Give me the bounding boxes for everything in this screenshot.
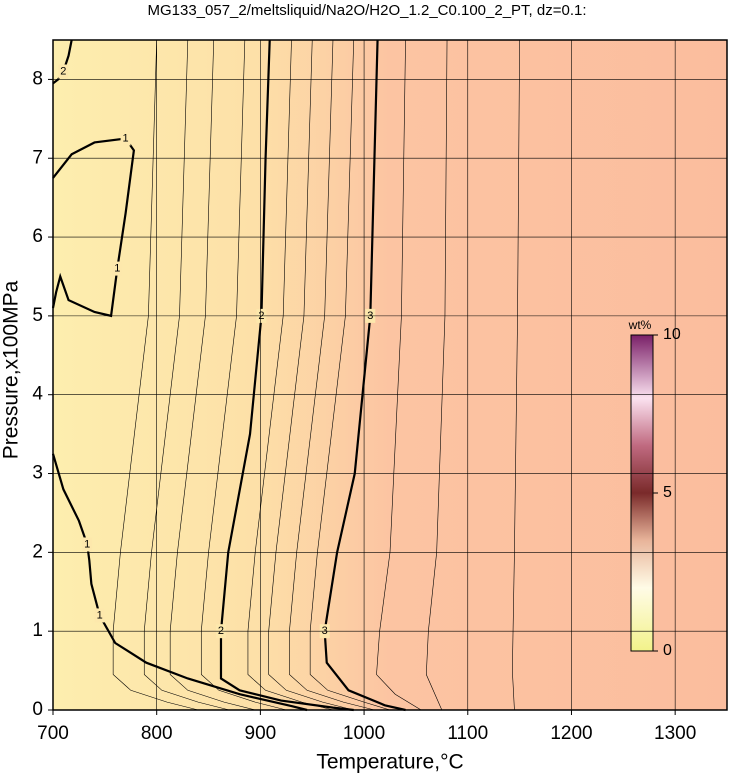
contour-label-bg — [112, 261, 123, 276]
contour-label-bg — [120, 131, 131, 146]
y-tick-label: 2 — [32, 541, 43, 562]
chart-title: MG133_057_2/meltsliquid/Na2O/H2O_1.2_C0.… — [147, 2, 586, 19]
contour-line — [51, 137, 136, 318]
y-tick-label: 6 — [32, 226, 43, 247]
x-tick-label: 1300 — [654, 723, 696, 744]
contour-line — [200, 39, 287, 711]
contour-label: 1 — [84, 538, 90, 550]
contour-label-bg — [94, 608, 105, 623]
x-tick-label: 1000 — [343, 723, 385, 744]
y-tick-label: 4 — [32, 384, 43, 405]
contour-line — [247, 39, 334, 711]
contour-line — [289, 39, 375, 711]
x-tick-label: 1100 — [447, 723, 488, 744]
x-axis-label: Temperature,°C — [316, 751, 463, 774]
colorbar-tick-label: 5 — [663, 484, 672, 501]
x-tick-label: 900 — [245, 723, 277, 744]
x-tick-label: 800 — [141, 723, 173, 744]
colorbar-label: wt% — [628, 318, 652, 332]
contour-label: 1 — [114, 262, 120, 274]
contour-line — [425, 39, 448, 711]
contour-line — [169, 39, 256, 711]
colorbar-tick-label: 0 — [663, 642, 672, 659]
contour-label-bg — [58, 64, 69, 79]
contour-line — [112, 39, 199, 711]
y-tick-label: 1 — [32, 620, 43, 641]
contour-label: 2 — [60, 65, 66, 77]
contour-line — [309, 39, 391, 711]
x-tick-label: 700 — [37, 723, 69, 744]
y-axis-label: Pressure,x100MPa — [0, 280, 23, 459]
plot-background — [53, 40, 727, 710]
contour-label: 1 — [123, 132, 129, 144]
y-tick-label: 8 — [32, 68, 43, 89]
colorbar-tick-label: 10 — [663, 326, 681, 343]
contour-label: 1 — [97, 609, 103, 621]
y-tick-label: 5 — [32, 305, 43, 326]
y-tick-label: 3 — [32, 463, 43, 484]
x-tick-label: 1200 — [550, 723, 592, 744]
colorbar — [630, 334, 654, 652]
contour-line — [268, 39, 354, 711]
contour-label-bg — [82, 537, 93, 552]
contour-line — [143, 39, 230, 711]
y-tick-label: 7 — [32, 147, 43, 168]
y-tick-label: 0 — [32, 699, 43, 720]
